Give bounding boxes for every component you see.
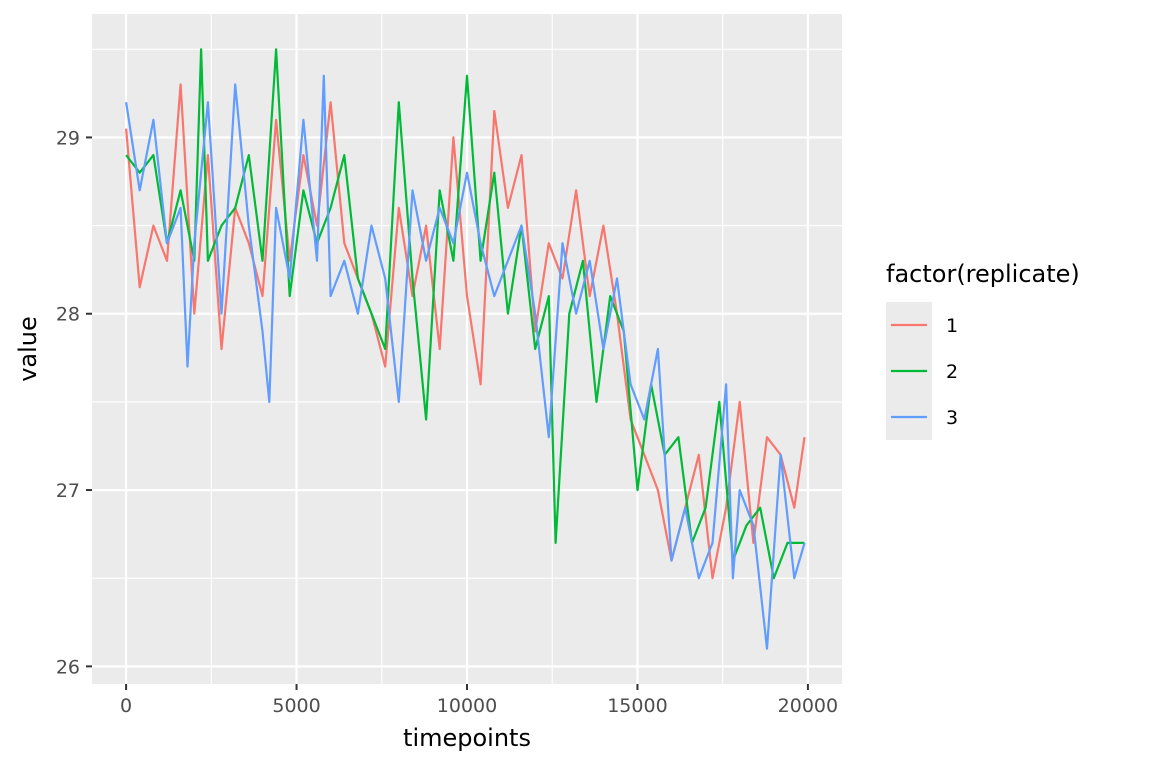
y-tick-label: 26 bbox=[56, 656, 80, 678]
y-tick-label: 27 bbox=[56, 480, 80, 502]
legend-title: factor(replicate) bbox=[886, 260, 1080, 288]
y-axis-title: value bbox=[14, 316, 42, 382]
y-axis: 26 27 28 29 bbox=[56, 127, 92, 678]
x-tick-label: 5000 bbox=[272, 695, 320, 717]
x-axis-title: timepoints bbox=[403, 724, 531, 752]
series-lines bbox=[125, 48, 806, 650]
x-tick-label: 15000 bbox=[607, 695, 667, 717]
x-tick-label: 20000 bbox=[778, 695, 838, 717]
x-tick-label: 10000 bbox=[437, 695, 497, 717]
major-gridlines bbox=[92, 14, 842, 684]
y-tick-label: 28 bbox=[56, 304, 80, 326]
series-line-1 bbox=[125, 83, 806, 580]
legend-label-1: 1 bbox=[946, 315, 958, 337]
x-axis: 0 5000 10000 15000 20000 bbox=[120, 684, 838, 717]
legend-label-3: 3 bbox=[946, 407, 958, 429]
y-tick-label: 29 bbox=[56, 127, 80, 149]
legend-label-2: 2 bbox=[946, 361, 958, 383]
x-tick-label: 0 bbox=[120, 695, 132, 717]
legend: factor(replicate) 1 2 3 bbox=[886, 260, 1080, 440]
series-line-3 bbox=[125, 74, 806, 650]
